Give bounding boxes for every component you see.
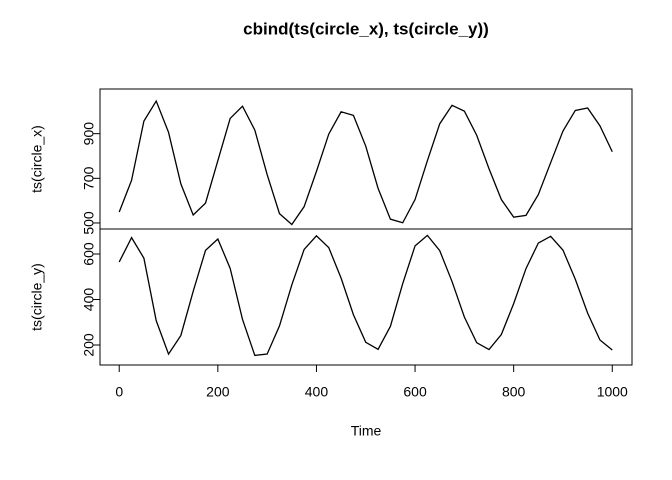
x-tick-label: 0	[115, 384, 123, 400]
panel-box	[99, 228, 633, 366]
y-axis-label: ts(circle_x)	[29, 125, 45, 193]
x-tick-label: 600	[403, 384, 427, 400]
data-line	[118, 99, 613, 226]
x-tick-label: 400	[305, 384, 329, 400]
x-axis-label: Time	[351, 423, 382, 439]
x-tick-label: 200	[206, 384, 230, 400]
x-tick-label: 1000	[597, 384, 628, 400]
y-tick-label: 700	[81, 166, 97, 190]
chart-title: cbind(ts(circle_x), ts(circle_y))	[243, 19, 489, 38]
y-tick-label: 900	[81, 122, 97, 146]
y-tick-label: 600	[81, 242, 97, 266]
y-tick-label: 500	[81, 211, 97, 235]
data-line	[118, 234, 613, 357]
y-axis-label: ts(circle_y)	[29, 263, 45, 331]
y-tick-label: 400	[81, 288, 97, 312]
x-tick-label: 800	[502, 384, 526, 400]
y-tick-label: 200	[81, 333, 97, 357]
